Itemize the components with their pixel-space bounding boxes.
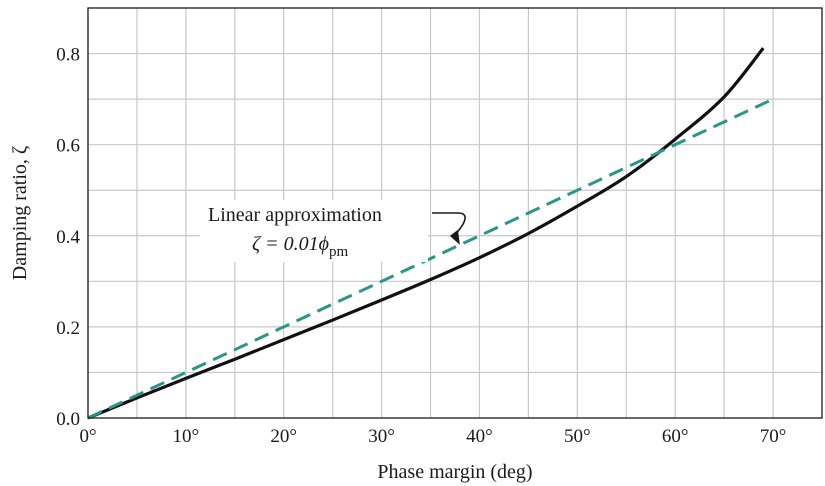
y-tick-label: 0.0 xyxy=(56,409,80,430)
annotation-formula-subscript: pm xyxy=(329,244,349,260)
x-tick-label: 20° xyxy=(270,426,297,447)
y-tick-label: 0.4 xyxy=(56,227,80,248)
annotation-formula-symbol: ϕ xyxy=(319,233,329,255)
tick-labels: 0° 10° 20° 30° 40° 50° 60° 70° 0.0 0.2 0.4 0.6 0.8 xyxy=(56,45,786,447)
annotation-formula: ζ = 0.01ϕpm xyxy=(252,233,348,260)
x-tick-label: 10° xyxy=(173,426,200,447)
series-layer xyxy=(87,47,774,420)
plot-frame xyxy=(87,7,823,419)
x-axis-title: Phase margin (deg) xyxy=(377,461,532,483)
y-tick-label: 0.6 xyxy=(56,136,80,157)
damping-ratio-curve xyxy=(87,47,765,420)
y-tick-label: 0.2 xyxy=(56,318,80,339)
annotation-label: Linear approximation xyxy=(208,204,382,226)
annotation-arrowhead xyxy=(449,229,460,245)
annotation-background xyxy=(200,200,428,262)
x-tick-label: 30° xyxy=(368,426,395,447)
x-tick-label: 70° xyxy=(760,426,787,447)
x-tick-label: 40° xyxy=(466,426,493,447)
annotation-formula-prefix: ζ = 0.01 xyxy=(252,233,319,255)
x-tick-label: 0° xyxy=(79,426,96,447)
y-axis-title: Damping ratio, ζ xyxy=(9,146,31,280)
annotation: Linear approximation ζ = 0.01ϕpm xyxy=(200,200,466,262)
y-tick-label: 0.8 xyxy=(56,45,80,66)
x-tick-label: 60° xyxy=(662,426,689,447)
annotation-arrow xyxy=(432,212,466,236)
x-tick-label: 50° xyxy=(564,426,591,447)
linear-approximation-line xyxy=(87,97,774,420)
